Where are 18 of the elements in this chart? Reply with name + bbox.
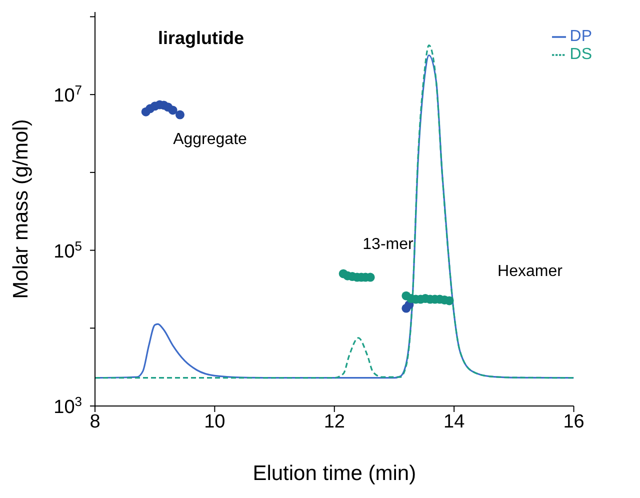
- point: [168, 106, 178, 115]
- y-tick-label: 10$^{5}$: [54, 238, 82, 262]
- x-tick-label: 14: [444, 411, 466, 432]
- annotation: Hexamer: [498, 263, 562, 281]
- legend-label: DS: [570, 46, 592, 63]
- text: liraglutide: [158, 28, 244, 49]
- x-tick-label: 16: [563, 411, 584, 432]
- point: [175, 110, 184, 120]
- x-axis-title: Elution time (min): [252, 462, 416, 485]
- y-tick-label: 10$^{7}$: [54, 82, 82, 107]
- y-axis-title: Molar mass (g/mol): [9, 119, 32, 299]
- x-tick-label: 12: [324, 411, 345, 432]
- x-tick-label: 10: [204, 411, 226, 432]
- y-tick-label: 10$^{3}$: [54, 394, 82, 418]
- annotation: Aggregate: [173, 131, 247, 149]
- annotation: 13-mer: [362, 236, 414, 254]
- x-tick-label: 8: [90, 411, 100, 432]
- legend-label: DP: [570, 28, 592, 45]
